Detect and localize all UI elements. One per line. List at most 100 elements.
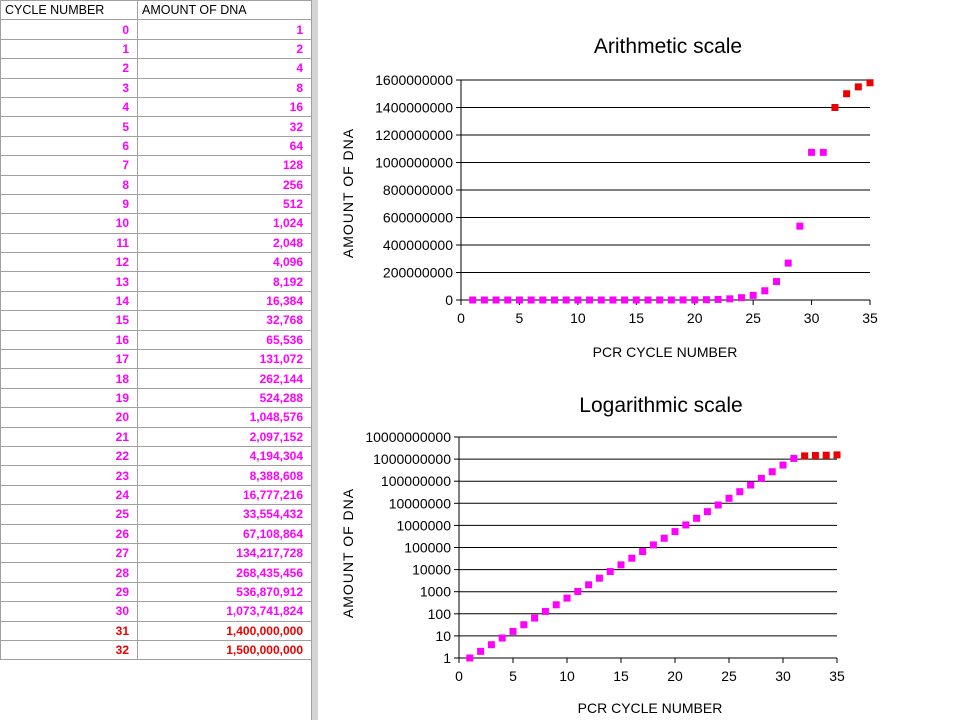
dna-amount-cell[interactable]: 1 — [137, 19, 312, 40]
data-point[interactable] — [811, 452, 819, 460]
dna-amount-cell[interactable]: 536,870,912 — [137, 581, 312, 603]
data-point[interactable] — [617, 561, 625, 569]
data-point[interactable] — [469, 296, 477, 304]
dna-amount-cell[interactable]: 32 — [137, 116, 312, 137]
cycle-number-cell[interactable]: 3 — [0, 77, 138, 98]
cycle-number-cell[interactable]: 27 — [0, 542, 138, 564]
data-point[interactable] — [574, 587, 582, 595]
data-point[interactable] — [667, 296, 675, 304]
dna-amount-cell[interactable]: 33,554,432 — [137, 504, 312, 525]
data-point[interactable] — [492, 296, 500, 304]
cycle-number-cell[interactable]: 14 — [0, 290, 138, 312]
dna-amount-cell[interactable]: 134,217,728 — [137, 542, 312, 564]
data-point[interactable] — [671, 528, 679, 536]
data-point[interactable] — [632, 296, 640, 304]
data-point[interactable] — [539, 296, 547, 304]
data-point[interactable] — [736, 488, 744, 496]
cycle-number-cell[interactable]: 12 — [0, 252, 138, 273]
dna-amount-cell[interactable]: 8,192 — [137, 271, 312, 292]
data-point[interactable] — [682, 521, 690, 529]
data-point[interactable] — [822, 451, 830, 459]
data-point[interactable] — [796, 222, 804, 230]
data-point[interactable] — [509, 627, 517, 635]
data-point[interactable] — [504, 296, 512, 304]
dna-amount-cell[interactable]: 8,388,608 — [137, 465, 312, 486]
cycle-number-cell[interactable]: 22 — [0, 445, 138, 467]
data-point[interactable] — [819, 148, 827, 156]
dna-amount-cell[interactable]: 131,072 — [137, 349, 312, 370]
data-point[interactable] — [660, 534, 668, 542]
data-point[interactable] — [562, 296, 570, 304]
data-point[interactable] — [854, 83, 862, 91]
data-point[interactable] — [649, 541, 657, 549]
dna-amount-cell[interactable]: 1,400,000,000 — [137, 620, 312, 641]
cycle-number-cell[interactable]: 23 — [0, 465, 138, 486]
cycle-number-cell[interactable]: 9 — [0, 193, 138, 215]
data-point[interactable] — [520, 621, 528, 629]
cycle-number-cell[interactable]: 2 — [0, 58, 138, 79]
data-point[interactable] — [843, 90, 851, 98]
dna-amount-cell[interactable]: 268,435,456 — [137, 562, 312, 583]
cycle-number-cell[interactable]: 13 — [0, 271, 138, 292]
dna-amount-cell[interactable]: 16 — [137, 96, 312, 118]
dna-amount-cell[interactable]: 1,048,576 — [137, 407, 312, 428]
data-point[interactable] — [703, 508, 711, 516]
cycle-number-cell[interactable]: 0 — [0, 19, 138, 40]
data-point[interactable] — [693, 514, 701, 522]
dna-amount-cell[interactable]: 128 — [137, 155, 312, 176]
cycle-number-cell[interactable]: 21 — [0, 426, 138, 447]
data-point[interactable] — [702, 296, 710, 304]
cycle-number-cell[interactable]: 18 — [0, 368, 138, 389]
cycle-number-cell[interactable]: 29 — [0, 581, 138, 603]
dna-amount-cell[interactable]: 1,073,741,824 — [137, 601, 312, 622]
data-point[interactable] — [609, 296, 617, 304]
data-point[interactable] — [639, 548, 647, 556]
data-point[interactable] — [628, 554, 636, 562]
cycle-number-cell[interactable]: 15 — [0, 310, 138, 331]
data-point[interactable] — [784, 259, 792, 267]
dna-amount-cell[interactable]: 65,536 — [137, 329, 312, 351]
data-point[interactable] — [574, 296, 582, 304]
data-point[interactable] — [541, 607, 549, 615]
data-point[interactable] — [833, 451, 841, 459]
data-point[interactable] — [563, 594, 571, 602]
dna-amount-cell[interactable]: 4,096 — [137, 252, 312, 273]
dna-amount-cell[interactable]: 1,024 — [137, 213, 312, 234]
dna-amount-cell[interactable]: 16,384 — [137, 290, 312, 312]
cycle-number-cell[interactable]: 1 — [0, 38, 138, 60]
data-point[interactable] — [831, 104, 839, 111]
data-point[interactable] — [466, 654, 474, 662]
dna-amount-cell[interactable]: 32,768 — [137, 310, 312, 331]
cycle-number-cell[interactable]: 5 — [0, 116, 138, 137]
data-point[interactable] — [477, 647, 485, 655]
dna-amount-cell[interactable]: 524,288 — [137, 387, 312, 409]
dna-amount-cell[interactable]: 4,194,304 — [137, 445, 312, 467]
data-point[interactable] — [866, 79, 874, 87]
cycle-number-cell[interactable]: 20 — [0, 407, 138, 428]
data-point[interactable] — [679, 296, 687, 304]
data-point[interactable] — [585, 581, 593, 589]
cycle-number-cell[interactable]: 6 — [0, 135, 138, 157]
data-point[interactable] — [747, 481, 755, 489]
data-point[interactable] — [644, 296, 652, 304]
data-point[interactable] — [801, 452, 809, 460]
data-point[interactable] — [487, 641, 495, 649]
data-point[interactable] — [790, 454, 798, 462]
dna-amount-cell[interactable]: 1,500,000,000 — [137, 639, 312, 661]
data-point[interactable] — [480, 296, 488, 304]
data-point[interactable] — [586, 296, 594, 304]
data-point[interactable] — [779, 461, 787, 469]
data-point[interactable] — [621, 296, 629, 304]
data-point[interactable] — [597, 296, 605, 304]
data-point[interactable] — [691, 296, 699, 304]
cycle-number-cell[interactable]: 4 — [0, 96, 138, 118]
data-point[interactable] — [737, 294, 745, 302]
dna-amount-cell[interactable]: 16,777,216 — [137, 484, 312, 506]
column-header-amount-of-dna[interactable]: AMOUNT OF DNA — [137, 0, 312, 21]
data-point[interactable] — [768, 468, 776, 476]
data-point[interactable] — [552, 601, 560, 609]
cycle-number-cell[interactable]: 24 — [0, 484, 138, 506]
data-point[interactable] — [498, 634, 506, 642]
cycle-number-cell[interactable]: 28 — [0, 562, 138, 583]
data-point[interactable] — [714, 295, 722, 303]
